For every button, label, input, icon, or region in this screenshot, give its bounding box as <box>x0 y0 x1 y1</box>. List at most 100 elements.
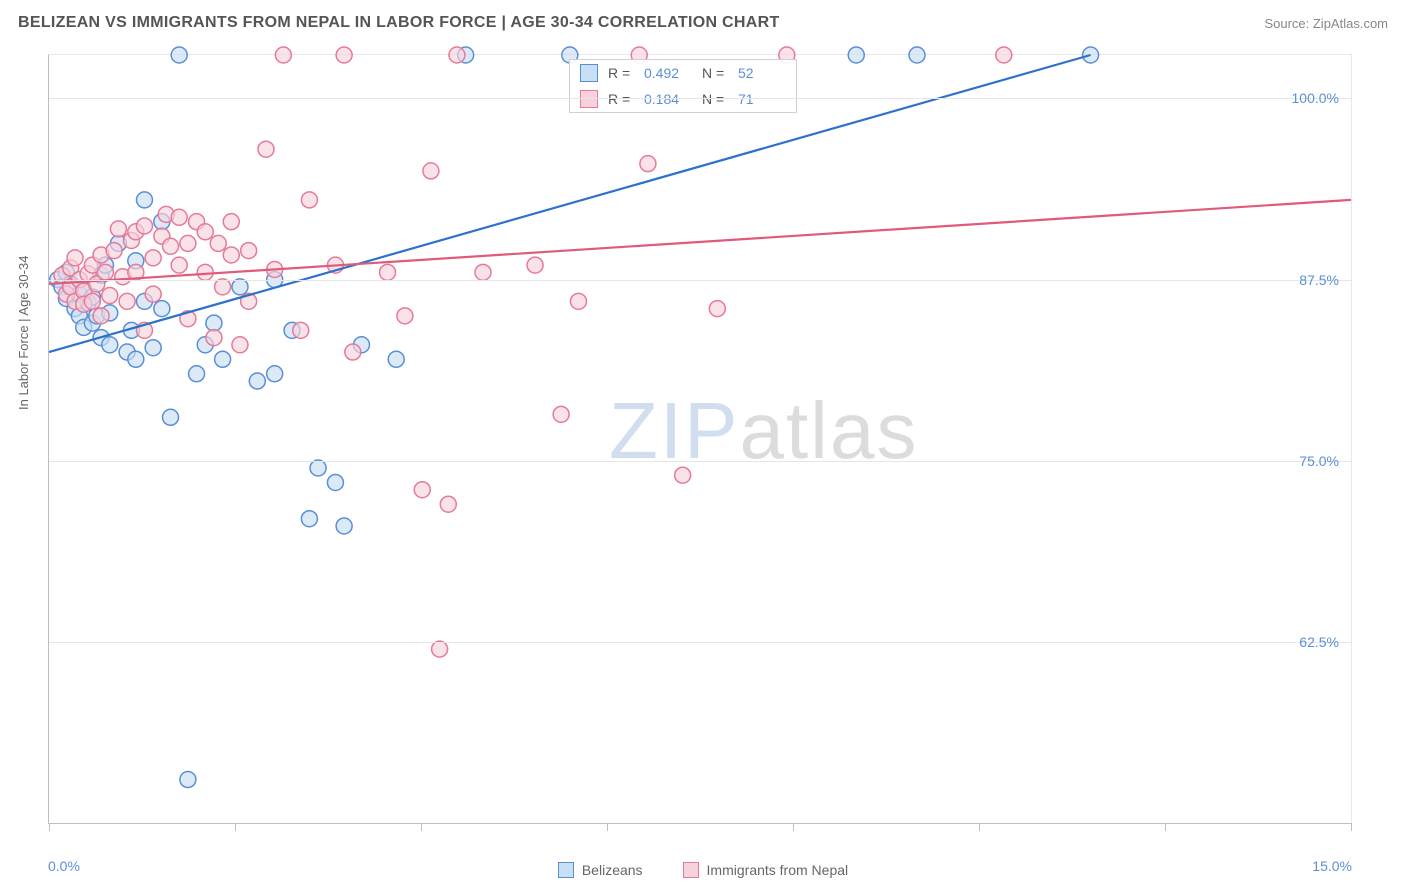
y-tick-label: 100.0% <box>1292 90 1339 106</box>
data-point <box>110 221 126 237</box>
x-tick <box>1351 823 1352 831</box>
legend-item-nepal: Immigrants from Nepal <box>683 862 849 878</box>
data-point <box>102 337 118 353</box>
data-point <box>197 264 213 280</box>
data-point <box>380 264 396 280</box>
data-point <box>84 293 100 309</box>
data-point <box>232 279 248 295</box>
data-point <box>93 308 109 324</box>
data-point <box>258 141 274 157</box>
data-point <box>996 47 1012 63</box>
chart-legend: Belizeans Immigrants from Nepal <box>0 862 1406 878</box>
data-point <box>136 218 152 234</box>
data-point <box>293 322 309 338</box>
x-tick <box>235 823 236 831</box>
data-point <box>215 279 231 295</box>
data-point <box>553 406 569 422</box>
data-point <box>171 257 187 273</box>
gridline <box>49 98 1351 99</box>
x-tick <box>1165 823 1166 831</box>
stat-n-label: N = <box>702 65 728 81</box>
data-point <box>414 482 430 498</box>
data-point <box>527 257 543 273</box>
scatter-plot-area: ZIPatlas R =0.492N =52R =0.184N =71 62.5… <box>48 54 1352 824</box>
data-point <box>909 47 925 63</box>
x-tick <box>979 823 980 831</box>
data-point <box>336 47 352 63</box>
data-point <box>570 293 586 309</box>
data-point <box>154 301 170 317</box>
data-point <box>163 238 179 254</box>
chart-header: BELIZEAN VS IMMIGRANTS FROM NEPAL IN LAB… <box>0 0 1406 42</box>
data-point <box>301 192 317 208</box>
data-point <box>223 214 239 230</box>
gridline <box>49 461 1351 462</box>
gridline <box>49 642 1351 643</box>
chart-svg <box>49 55 1351 823</box>
data-point <box>249 373 265 389</box>
y-tick-label: 75.0% <box>1299 453 1339 469</box>
chart-title: BELIZEAN VS IMMIGRANTS FROM NEPAL IN LAB… <box>18 14 780 32</box>
data-point <box>449 47 465 63</box>
data-point <box>189 366 205 382</box>
data-point <box>440 496 456 512</box>
data-point <box>675 467 691 483</box>
data-point <box>145 340 161 356</box>
stat-r-label: R = <box>608 65 634 81</box>
data-point <box>97 264 113 280</box>
data-point <box>163 409 179 425</box>
data-point <box>171 209 187 225</box>
data-point <box>102 288 118 304</box>
data-point <box>848 47 864 63</box>
trend-line <box>49 200 1351 284</box>
legend-label-belizeans: Belizeans <box>582 862 643 878</box>
gridline <box>49 280 1351 281</box>
data-point <box>215 351 231 367</box>
data-point <box>136 192 152 208</box>
y-axis-label: In Labor Force | Age 30-34 <box>16 256 31 410</box>
data-point <box>128 351 144 367</box>
y-tick-label: 62.5% <box>1299 634 1339 650</box>
data-point <box>232 337 248 353</box>
legend-label-nepal: Immigrants from Nepal <box>707 862 849 878</box>
stats-row: R = 0.492 N = 52 <box>570 60 796 86</box>
data-point <box>180 772 196 788</box>
data-point <box>223 247 239 263</box>
data-point <box>423 163 439 179</box>
legend-swatch-belizeans <box>558 862 574 878</box>
data-point <box>345 344 361 360</box>
x-tick <box>49 823 50 831</box>
data-point <box>210 235 226 251</box>
data-point <box>432 641 448 657</box>
x-tick <box>421 823 422 831</box>
x-tick <box>607 823 608 831</box>
data-point <box>275 47 291 63</box>
data-point <box>336 518 352 534</box>
stat-n-value: 52 <box>738 65 786 81</box>
data-point <box>241 243 257 259</box>
y-tick-label: 87.5% <box>1299 272 1339 288</box>
data-point <box>397 308 413 324</box>
x-tick <box>793 823 794 831</box>
data-point <box>67 250 83 266</box>
data-point <box>475 264 491 280</box>
source-attribution: Source: ZipAtlas.com <box>1264 16 1388 31</box>
data-point <box>197 224 213 240</box>
data-point <box>171 47 187 63</box>
data-point <box>327 474 343 490</box>
data-point <box>267 366 283 382</box>
stat-r-value: 0.492 <box>644 65 692 81</box>
data-point <box>145 286 161 302</box>
data-point <box>206 315 222 331</box>
data-point <box>145 250 161 266</box>
data-point <box>206 330 222 346</box>
data-point <box>180 235 196 251</box>
legend-item-belizeans: Belizeans <box>558 862 643 878</box>
data-point <box>301 511 317 527</box>
legend-swatch-nepal <box>683 862 699 878</box>
data-point <box>310 460 326 476</box>
data-point <box>106 243 122 259</box>
data-point <box>640 156 656 172</box>
data-point <box>388 351 404 367</box>
data-point <box>709 301 725 317</box>
